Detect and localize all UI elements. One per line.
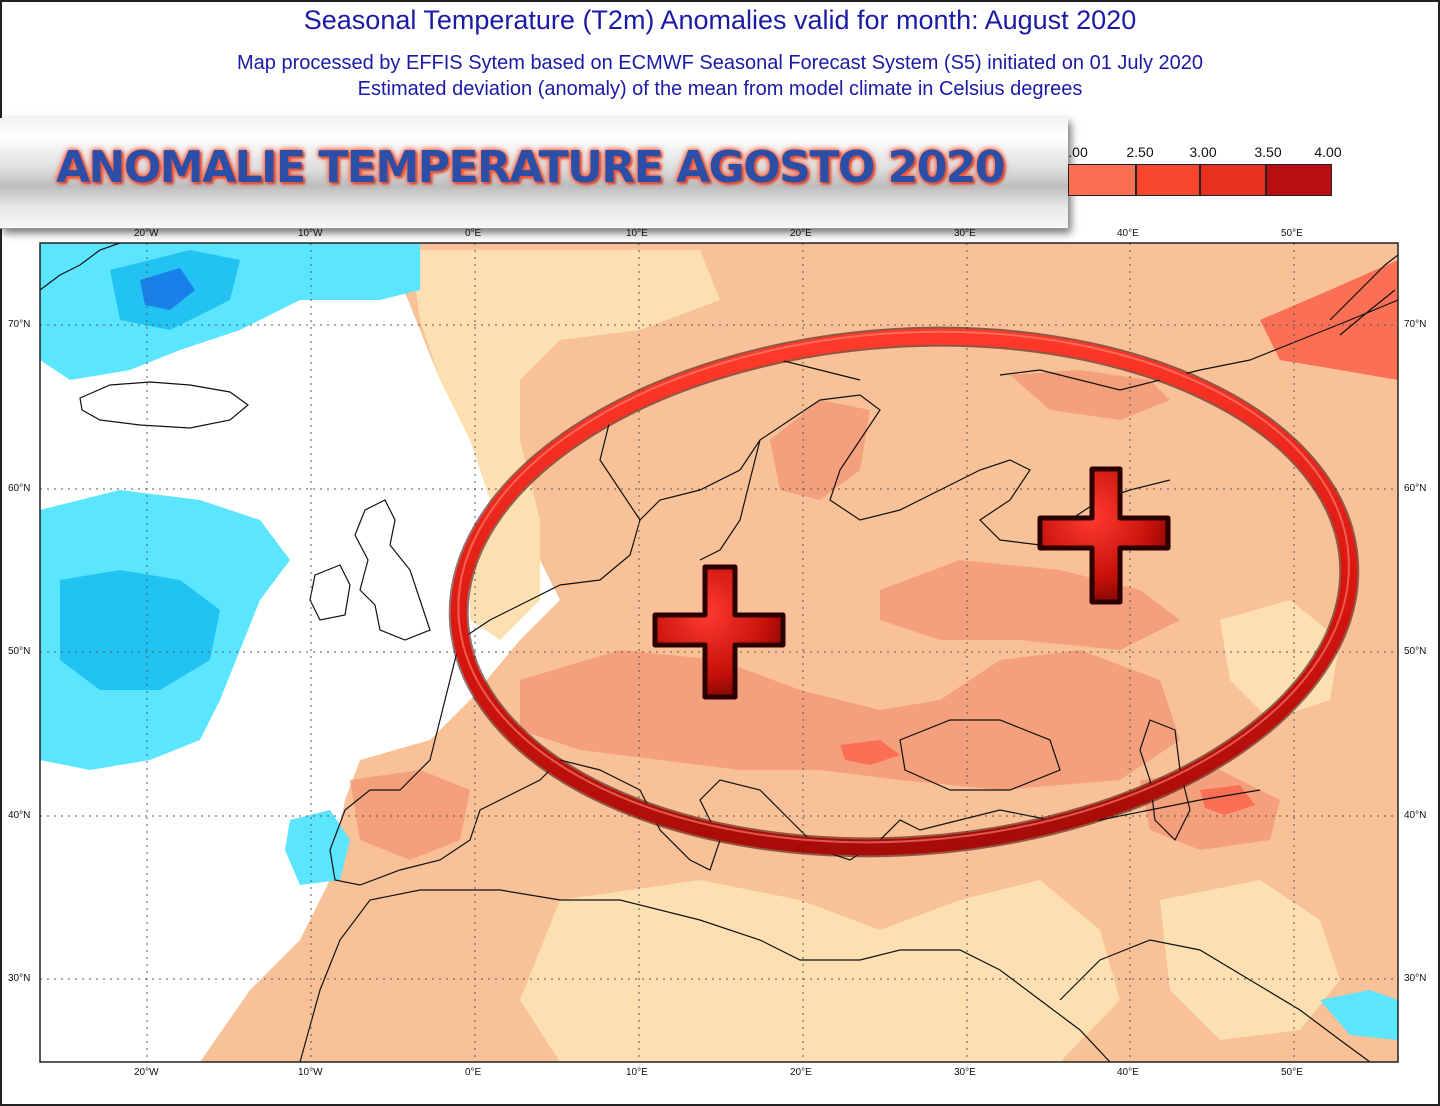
warm-mid-iberia <box>350 770 470 860</box>
legend-label: 3.50 <box>1254 144 1282 160</box>
cold-anomaly-morocco <box>285 810 350 885</box>
lon-label-bottom: 0°E <box>465 1067 482 1078</box>
lon-label-bottom: 20°E <box>790 1067 812 1078</box>
legend-swatch <box>1136 164 1200 196</box>
lon-label-top: 20°W <box>134 228 159 239</box>
lat-label-right: 50°N <box>1404 646 1427 657</box>
banner-ribbon <box>0 118 1068 229</box>
coastline-greenland <box>40 243 121 291</box>
coastline-britain <box>354 499 431 641</box>
legend-swatch <box>1200 164 1266 196</box>
warm-strong-caucasus <box>1200 785 1255 815</box>
lon-label-top: 50°E <box>1281 228 1303 239</box>
lon-label-bottom: 30°E <box>954 1067 976 1078</box>
legend-label: 2.50 <box>1126 144 1154 160</box>
plus-sign-west-icon <box>652 564 786 700</box>
lat-label-right: 60°N <box>1404 483 1427 494</box>
warm-pale-south <box>520 880 1120 1062</box>
plus-sign-east-icon <box>1037 466 1171 605</box>
lon-label-top: 10°E <box>626 228 648 239</box>
coastline-caspian <box>1139 719 1191 842</box>
lon-label-top: 40°E <box>1117 228 1139 239</box>
lon-label-top: 0°E <box>465 228 482 239</box>
lat-label-right: 30°N <box>1404 973 1427 984</box>
lat-label-left: 30°N <box>8 973 31 984</box>
lon-label-bottom: 50°E <box>1281 1067 1303 1078</box>
map-subtitle-description: Estimated deviation (anomaly) of the mea… <box>357 78 1083 100</box>
red-ellipse <box>448 326 1360 858</box>
lat-label-left: 60°N <box>8 483 31 494</box>
legend-swatch <box>1266 164 1332 196</box>
lon-label-top: 10°W <box>298 228 323 239</box>
map-border <box>39 242 1399 1063</box>
lat-label-left: 50°N <box>8 646 31 657</box>
warm-pale-north <box>410 250 720 640</box>
cold-anomaly-arabian-sea <box>1320 990 1398 1040</box>
coastline-arabia <box>1059 939 1371 1062</box>
banner-title: ANOMALIE TEMPERATURE AGOSTO 2020 <box>56 142 1006 193</box>
lon-label-bottom: 40°E <box>1117 1067 1139 1078</box>
lon-label-bottom: 20°W <box>134 1067 159 1078</box>
warm-pale-arabia <box>1160 880 1340 1040</box>
coastline-novaya-zemlya <box>1329 254 1398 336</box>
map-title: Seasonal Temperature (T2m) Anomalies val… <box>303 5 1137 35</box>
cold-anomaly-greenland-sea-inner <box>140 268 195 310</box>
lon-label-bottom: 10°W <box>298 1067 323 1078</box>
warm-strong-balkans <box>840 740 900 765</box>
lon-label-top: 20°E <box>790 228 812 239</box>
legend-label: 4.00 <box>1314 144 1342 160</box>
lon-label-bottom: 10°E <box>626 1067 648 1078</box>
map-subtitle-source: Map processed by EFFIS Sytem based on EC… <box>237 52 1203 74</box>
lat-label-right: 70°N <box>1404 319 1427 330</box>
cold-anomaly-atlantic-core <box>60 570 220 690</box>
color-legend: .00 2.50 3.00 3.50 4.00 <box>1068 140 1342 200</box>
lon-label-top: 30°E <box>954 228 976 239</box>
legend-label: 3.00 <box>1189 144 1217 160</box>
lat-label-left: 40°N <box>8 810 31 821</box>
warm-mid-arctic-east <box>1010 370 1170 420</box>
warm-mid-central-europe <box>520 650 1180 790</box>
coastline-ireland <box>309 564 351 621</box>
legend-label: .00 <box>1068 144 1088 160</box>
coastline-mainland-europe <box>329 394 1261 886</box>
legend-swatch <box>1068 164 1136 196</box>
warm-mid-scandinavia <box>770 400 870 500</box>
lat-label-left: 70°N <box>8 319 31 330</box>
coastline-north-africa <box>299 889 1111 1062</box>
lat-label-right: 40°N <box>1404 810 1427 821</box>
coastline-iceland <box>79 381 249 429</box>
